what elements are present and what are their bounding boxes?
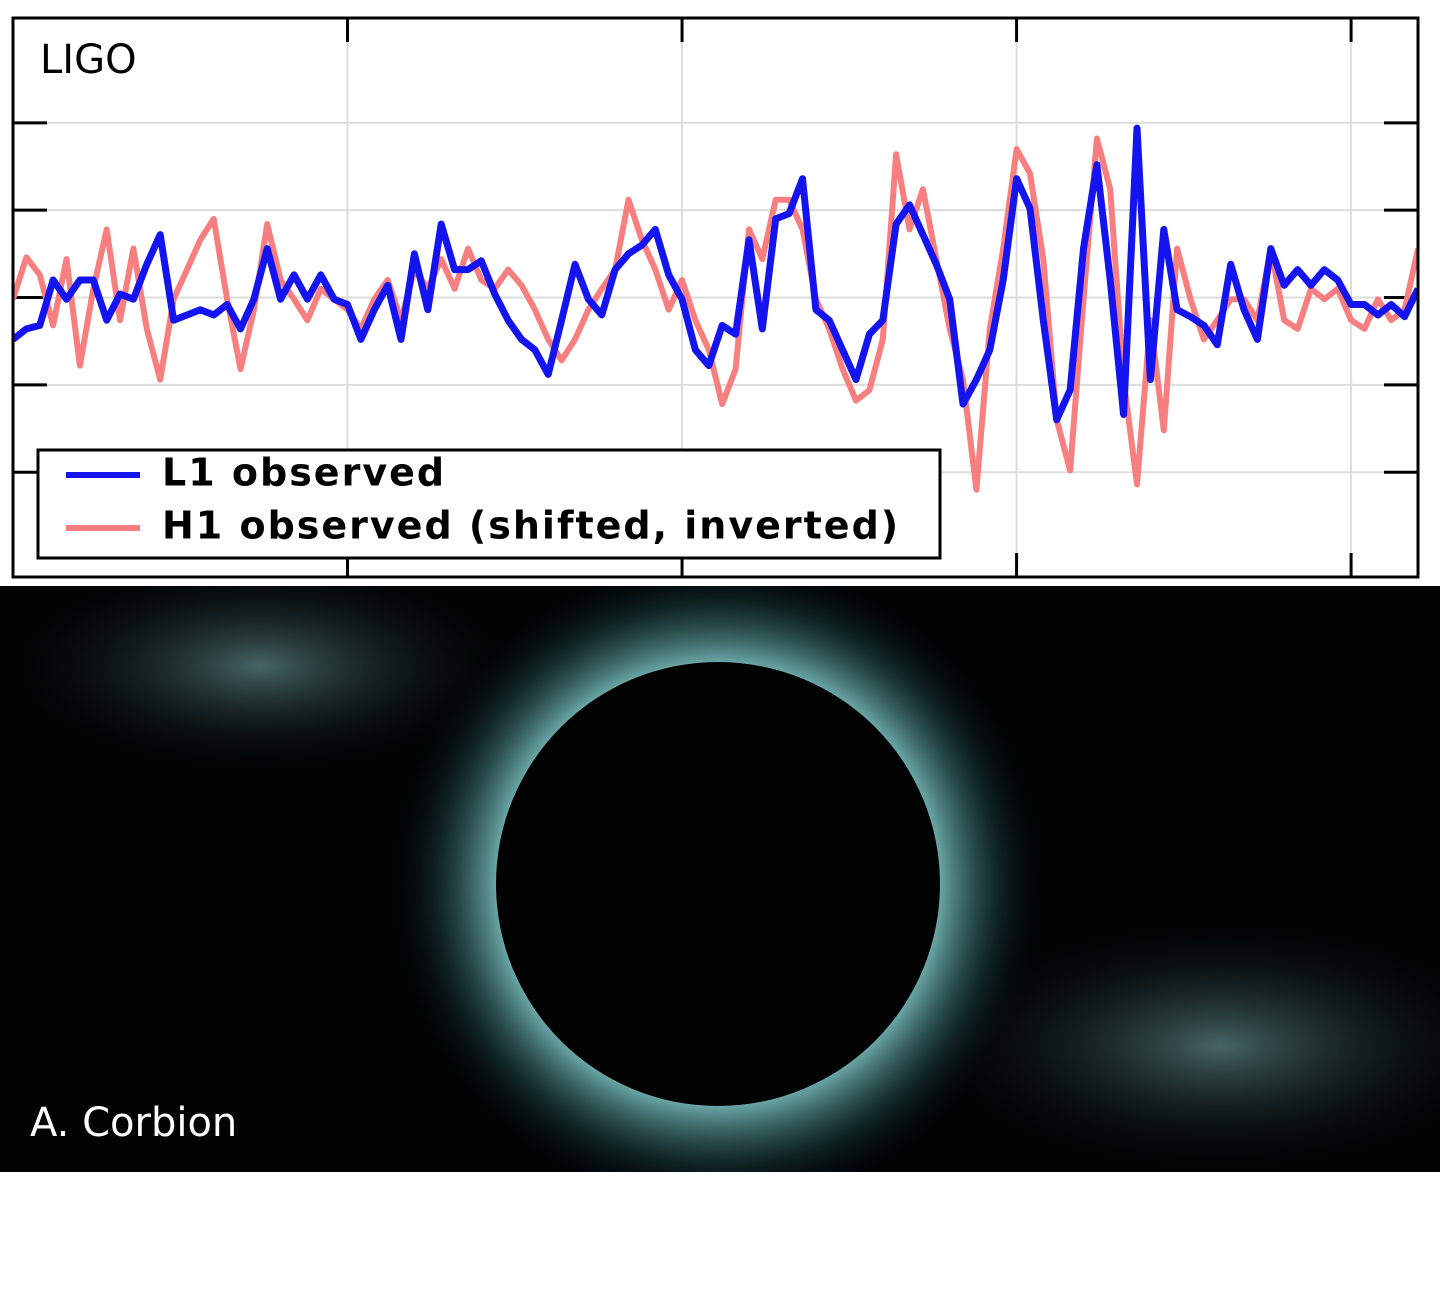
legend-box: [36, 448, 942, 560]
series-line: [13, 124, 1418, 424]
plot-frame: [11, 16, 1420, 579]
eclipse-disk: [496, 662, 940, 1106]
chart: LIGO L1 observed H1 observed (shifted, in…: [11, 16, 1420, 579]
nebula: [0, 586, 520, 776]
image-caption: A. Corbion: [30, 1100, 237, 1146]
legend-label: L1 observed: [162, 451, 446, 495]
legend: L1 observed H1 observed (shifted, inverte…: [36, 448, 942, 560]
series-line: [13, 135, 1418, 493]
annotation: LIGO: [40, 37, 137, 83]
photo: A. Corbion: [0, 586, 1440, 1172]
lines: [13, 124, 1418, 493]
legend-label: H1 observed (shifted, inverted): [162, 504, 900, 548]
nebula: [920, 916, 1440, 1172]
